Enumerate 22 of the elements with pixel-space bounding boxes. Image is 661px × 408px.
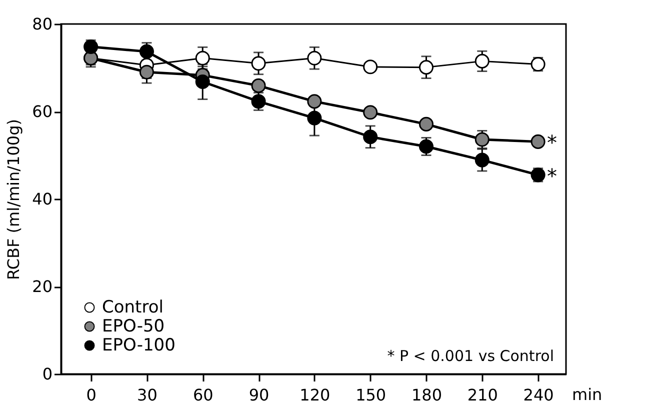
annotation: *	[547, 130, 558, 155]
x-tick-label: 0	[86, 386, 96, 404]
y-tick-label: 80	[32, 14, 52, 34]
y-axis-title: RCBF (ml/min/100g)	[4, 119, 24, 280]
x-tick-label: 120	[300, 386, 330, 404]
y-tick-label: 60	[32, 102, 52, 121]
x-tick-label: 210	[467, 386, 498, 404]
y-tick-label: 40	[32, 190, 52, 208]
x-axis-title: min	[572, 385, 602, 404]
legend-label: Control	[102, 298, 164, 318]
y-tick-label: 20	[32, 277, 52, 296]
y-tick-label: 0	[42, 364, 52, 384]
x-tick-label: 60	[192, 386, 214, 404]
x-tick-label: 180	[411, 386, 442, 404]
legend-label: EPO-50	[102, 316, 165, 336]
legend-label: EPO-100	[102, 336, 176, 356]
annotation: *	[547, 164, 558, 188]
x-tick-label: 150	[356, 386, 386, 404]
annotation: * P < 0.001 vs Control	[387, 347, 554, 365]
x-tick-label: 30	[137, 386, 158, 404]
x-tick-label: 240	[523, 386, 554, 404]
x-tick-label: 90	[248, 386, 270, 404]
